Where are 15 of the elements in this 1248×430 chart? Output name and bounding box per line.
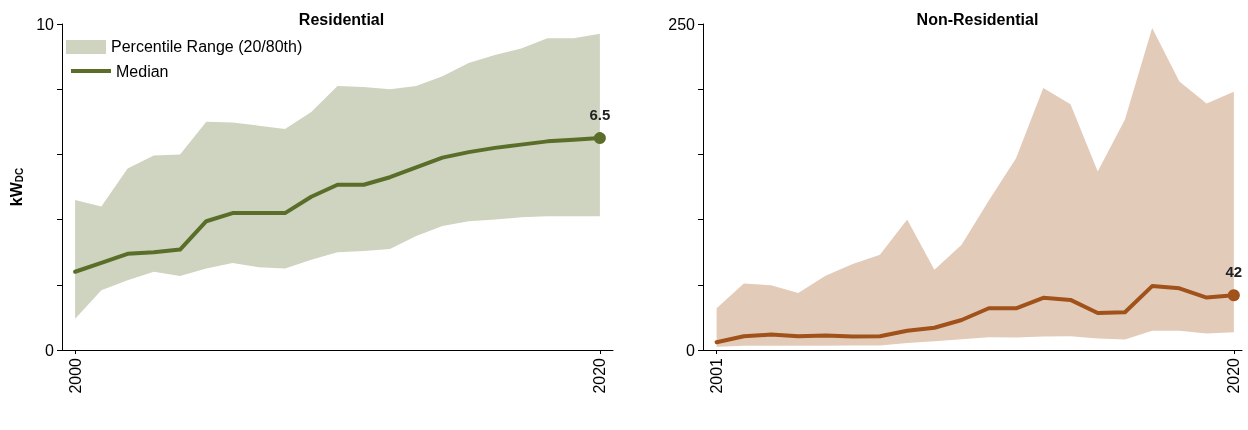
- y-tick-label: 250: [668, 15, 696, 33]
- x-tick-label: 2000: [66, 357, 84, 394]
- chart-title: Residential: [298, 10, 385, 28]
- x-tick-label: 2001: [708, 357, 726, 394]
- y-tick-label: 0: [686, 341, 696, 359]
- data-label: 6.5: [589, 106, 611, 124]
- x-tick-label: 2020: [1225, 357, 1243, 394]
- y-axis-title: kWDC: [7, 167, 25, 207]
- y-tick-label: 0: [45, 341, 55, 359]
- legend-label: Median: [116, 62, 169, 80]
- y-tick-label: 10: [36, 15, 55, 33]
- annotation: Percentile Range (20/80th): [111, 38, 303, 56]
- chart-title: Non-Residential: [916, 10, 1039, 28]
- x-tick-label: 2020: [591, 357, 609, 394]
- data-label: 42: [1225, 263, 1243, 281]
